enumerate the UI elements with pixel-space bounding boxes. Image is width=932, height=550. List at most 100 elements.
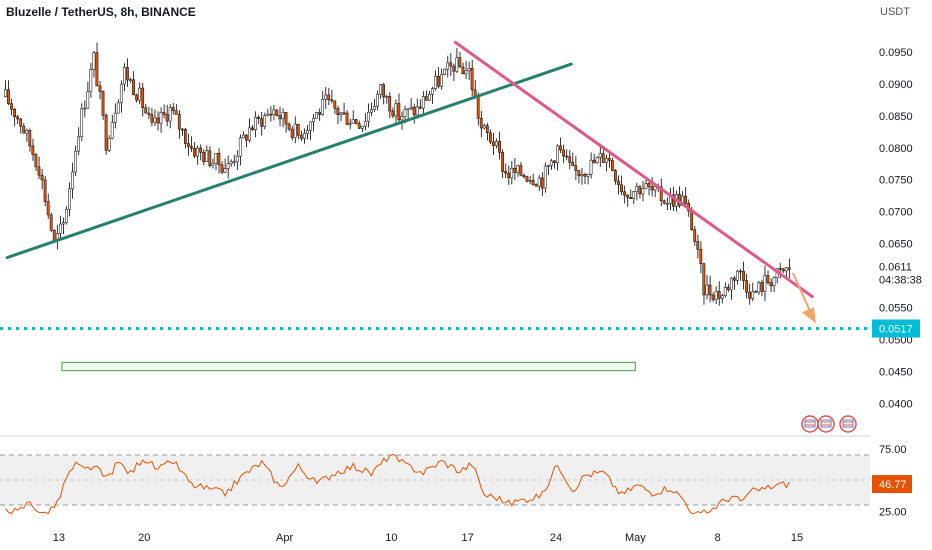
candle-body <box>272 109 276 115</box>
candle-body <box>513 167 517 173</box>
candle-body <box>556 145 559 164</box>
candle-body <box>571 162 575 166</box>
candle-body <box>92 52 96 70</box>
candle-body <box>714 291 718 300</box>
candle-body <box>37 166 41 176</box>
candle-body <box>95 52 99 87</box>
candle-body <box>98 85 102 92</box>
candle-body <box>476 96 480 119</box>
axis-layer: 0.0950 0.0900 0.0850 0.0800 0.0750 0.0700 0.06… <box>53 47 932 544</box>
candle-body <box>394 103 398 117</box>
candle-body <box>650 186 654 191</box>
flag-icon[interactable] <box>817 415 835 433</box>
candle-body <box>568 156 572 163</box>
candle-body <box>373 106 376 110</box>
candle-body <box>269 113 273 116</box>
candle-body <box>742 270 745 281</box>
candle-body <box>662 200 666 204</box>
candle-body <box>22 125 26 134</box>
candle-body <box>147 112 151 115</box>
candle-body <box>611 160 614 171</box>
candle-body <box>638 186 642 195</box>
target-zone-box <box>61 361 636 372</box>
candle-body <box>708 284 712 296</box>
candle-body <box>665 203 669 205</box>
flag-icon[interactable] <box>801 415 819 433</box>
candle-body <box>336 108 340 116</box>
candle-body <box>153 117 157 123</box>
candles <box>4 42 791 306</box>
candle-body <box>113 112 117 123</box>
candle-body <box>440 74 443 87</box>
candle-body <box>174 110 178 115</box>
candle-body <box>446 62 450 70</box>
candle-body <box>733 277 736 281</box>
candle-body <box>443 68 446 75</box>
candle-body <box>211 162 215 166</box>
candle-body <box>607 158 611 161</box>
candle-body <box>25 130 29 134</box>
candle-body <box>641 188 645 195</box>
candle-body <box>193 148 196 157</box>
candle-body <box>385 95 389 98</box>
candle-body <box>592 159 596 164</box>
candle-body <box>711 294 715 300</box>
candle-body <box>507 172 511 179</box>
candle-body <box>501 152 504 172</box>
candle-body <box>165 114 169 122</box>
candle-body <box>184 129 187 144</box>
price-tick-label: 0.0900 <box>879 79 913 91</box>
candle-body <box>644 183 648 189</box>
candle-body <box>144 107 148 114</box>
candle-body <box>492 141 495 146</box>
target-price-label: 0.0517 <box>879 324 913 336</box>
candle-body <box>254 116 257 130</box>
candle-body <box>40 174 44 181</box>
resistance-trendline[interactable] <box>453 40 814 299</box>
candle-body <box>653 186 657 191</box>
candle-body <box>202 152 206 162</box>
rsi-tick-label: 25.00 <box>879 506 907 518</box>
projection-arrow-head <box>801 307 816 324</box>
candle-body <box>626 194 629 198</box>
price-tick-label: 0.0400 <box>879 398 913 410</box>
price-tick-label: 0.0750 <box>879 175 913 187</box>
candle-body <box>736 270 739 281</box>
last-price-tag <box>871 259 932 287</box>
rsi-value-label: 46.77 <box>879 479 907 491</box>
candle-body <box>403 109 407 117</box>
price-tick-label: 0.0550 <box>879 302 913 314</box>
candle-body <box>516 165 520 173</box>
candle-body <box>309 121 312 131</box>
candle-body <box>479 117 483 129</box>
candle-body <box>62 222 65 225</box>
candle-body <box>470 68 474 91</box>
candle-body <box>537 177 541 187</box>
support-trendline[interactable] <box>5 62 573 260</box>
candle-body <box>251 127 254 130</box>
candle-body <box>495 141 498 146</box>
price-tick-label: 0.0800 <box>879 143 913 155</box>
candle-body <box>135 94 138 101</box>
candle-body <box>522 175 526 177</box>
candle-body <box>208 150 212 166</box>
candle-body <box>150 114 154 123</box>
candle-body <box>232 161 236 163</box>
candle-body <box>177 114 181 130</box>
overlay-back <box>0 327 870 372</box>
candle-body <box>757 282 761 293</box>
overlay-front[interactable] <box>5 40 857 433</box>
candle-body <box>220 164 224 173</box>
flag-icon[interactable] <box>839 415 857 433</box>
time-tick-label: 24 <box>550 532 562 544</box>
price-tick-label: 0.0850 <box>879 111 913 123</box>
candle-body <box>293 123 297 138</box>
candle-body <box>540 177 544 189</box>
candle-body <box>31 145 35 155</box>
candle-body <box>763 275 767 292</box>
candle-body <box>275 109 279 116</box>
candle-body <box>379 84 382 95</box>
candle-body <box>71 171 74 190</box>
candle-body <box>132 79 135 96</box>
